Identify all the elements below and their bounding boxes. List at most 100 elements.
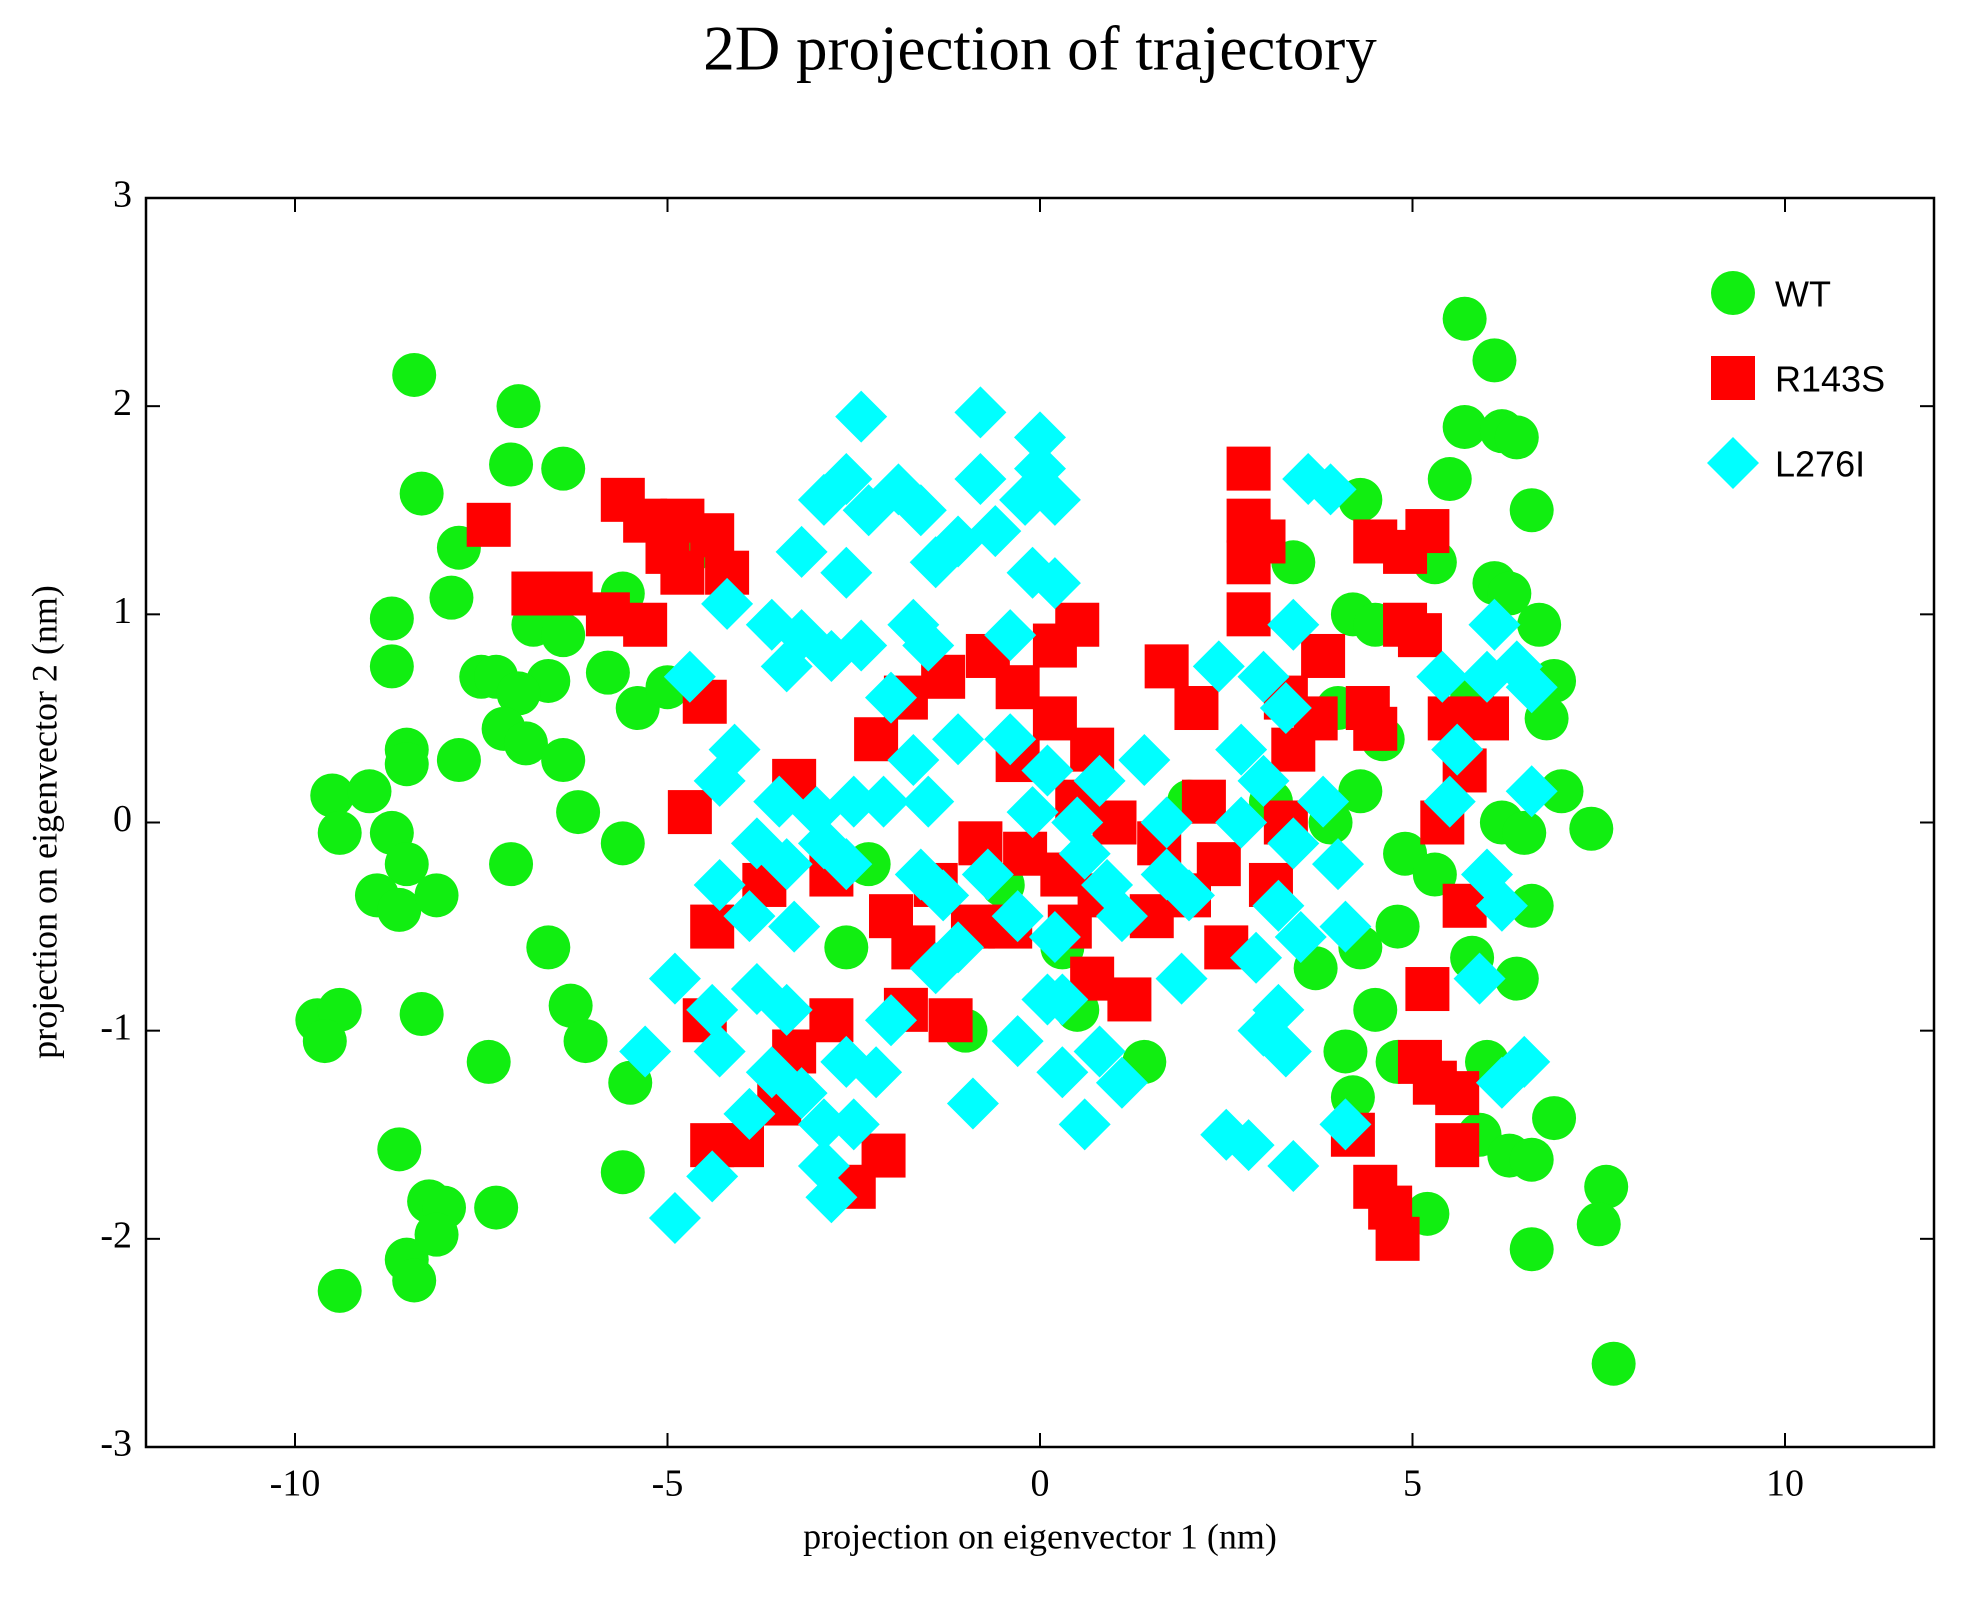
point — [600, 1150, 645, 1195]
point — [690, 513, 735, 558]
point — [317, 810, 362, 855]
point — [414, 873, 459, 918]
point — [902, 775, 955, 828]
point — [865, 994, 917, 1047]
point — [1192, 640, 1245, 693]
point — [686, 983, 739, 1036]
point — [775, 1067, 828, 1120]
point — [1375, 904, 1420, 949]
point — [984, 609, 1037, 662]
point — [1353, 987, 1398, 1032]
point — [474, 1185, 519, 1230]
point — [1465, 696, 1509, 741]
point — [369, 596, 414, 641]
point — [1353, 706, 1398, 751]
point — [1036, 1046, 1089, 1099]
point — [556, 790, 601, 835]
point — [600, 821, 645, 866]
point — [1509, 1137, 1554, 1182]
point — [1509, 883, 1554, 928]
point — [1028, 473, 1081, 526]
point — [1215, 796, 1268, 849]
point — [1095, 890, 1148, 943]
point — [414, 1212, 459, 1257]
x-axis-label: projection on eigenvector 1 (nm) — [803, 1516, 1277, 1556]
point — [1453, 952, 1506, 1005]
point — [984, 713, 1037, 766]
point — [392, 1258, 437, 1303]
y-tick-label: 0 — [113, 798, 132, 840]
point — [835, 390, 888, 443]
point — [1319, 900, 1372, 953]
point — [1435, 1123, 1480, 1168]
point — [1539, 769, 1584, 814]
point — [1304, 463, 1357, 516]
point — [377, 1127, 422, 1172]
point — [496, 384, 541, 429]
point — [894, 484, 947, 537]
point — [1427, 457, 1472, 502]
point — [932, 515, 985, 568]
x-tick-label: 10 — [1766, 1463, 1804, 1505]
point — [1509, 1227, 1554, 1272]
point — [384, 842, 429, 887]
point — [585, 650, 630, 695]
point — [835, 619, 888, 672]
legend-label: L276I — [1775, 444, 1865, 485]
point — [1301, 633, 1346, 678]
point — [693, 858, 746, 911]
point — [1267, 598, 1320, 651]
point — [563, 1019, 608, 1064]
point — [1259, 682, 1312, 735]
point — [1498, 1035, 1551, 1088]
point — [946, 1077, 999, 1130]
point — [827, 1098, 880, 1151]
point — [1237, 754, 1290, 807]
point — [686, 1150, 739, 1203]
point — [1338, 769, 1383, 814]
point — [902, 619, 955, 672]
point — [399, 471, 444, 516]
point — [820, 838, 873, 891]
point — [693, 1025, 746, 1078]
y-tick-label: -1 — [100, 1006, 132, 1048]
point — [1230, 931, 1283, 984]
point — [1517, 602, 1562, 647]
point — [760, 983, 813, 1036]
point — [384, 742, 429, 787]
point — [954, 453, 1007, 506]
point — [1475, 879, 1528, 932]
point — [548, 983, 593, 1028]
point — [1312, 838, 1364, 891]
legend-marker — [1707, 437, 1759, 489]
point — [1423, 775, 1476, 828]
point — [1051, 796, 1104, 849]
point — [991, 1015, 1044, 1068]
y-tick-label: -2 — [100, 1215, 132, 1257]
point — [489, 842, 534, 887]
point — [1442, 296, 1487, 341]
point — [909, 942, 962, 995]
point — [1505, 661, 1558, 714]
point — [723, 1087, 776, 1140]
point — [1267, 1139, 1320, 1192]
point — [1095, 1056, 1148, 1109]
point — [1028, 910, 1081, 963]
point — [1215, 723, 1268, 776]
point — [1494, 956, 1539, 1001]
point — [1226, 446, 1271, 491]
point — [857, 775, 910, 828]
x-tick-label: 5 — [1403, 1463, 1422, 1505]
point — [1569, 806, 1614, 851]
point — [1021, 973, 1074, 1026]
point — [1032, 696, 1077, 741]
point — [1118, 734, 1171, 787]
point — [1405, 509, 1450, 554]
point — [861, 1133, 906, 1178]
point — [760, 838, 813, 891]
point — [1155, 952, 1208, 1005]
point — [1274, 910, 1327, 963]
point — [954, 386, 1007, 439]
point — [1323, 1029, 1368, 1074]
point — [1237, 650, 1290, 703]
